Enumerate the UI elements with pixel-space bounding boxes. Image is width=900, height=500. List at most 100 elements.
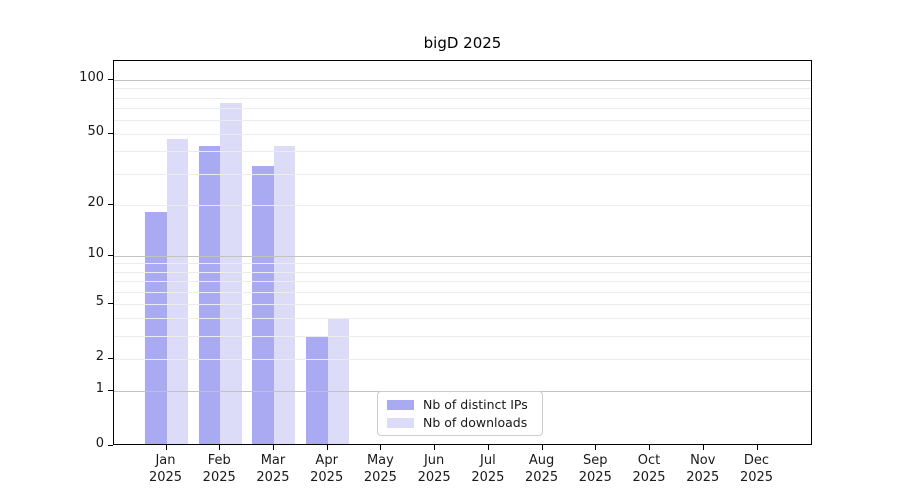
year-label: 2025 [686,470,720,485]
x-tick-mark [649,445,651,450]
year-label: 2025 [202,470,236,485]
legend-swatch-distinct-ips [387,399,414,410]
y-gridline-minor [114,134,811,136]
x-tick-mark [380,445,382,450]
y-axis-tick-label: 1 [95,381,104,397]
legend: Nb of distinct IPs Nb of downloads [377,391,543,436]
x-axis-tick-label: Dec 2025 [725,452,789,486]
x-axis-tick-label: Sep 2025 [563,452,627,486]
y-tick-mark [108,254,113,256]
bar-ips-feb [198,145,221,444]
x-tick-mark [756,445,758,450]
x-axis-tick-label: Apr 2025 [295,452,359,486]
y-axis-tick-label: 5 [95,293,104,309]
x-axis-tick-label: Nov 2025 [671,452,735,486]
x-axis-tick-label: Jul 2025 [456,452,520,486]
x-axis-tick-label: Mar 2025 [241,452,305,486]
month-label: Dec [743,453,770,468]
month-label: May [366,453,394,468]
x-tick-mark [219,445,221,450]
y-tick-mark [108,302,113,304]
legend-swatch-downloads [387,417,414,428]
y-gridline-minor [114,263,811,265]
x-tick-mark [434,445,436,450]
y-gridline-minor [114,291,811,293]
year-label: 2025 [256,470,290,485]
x-axis-tick-label: Aug 2025 [510,452,574,486]
legend-item-distinct-ips: Nb of distinct IPs [387,397,533,412]
x-axis-tick-label: Oct 2025 [617,452,681,486]
year-label: 2025 [632,470,666,485]
y-gridline-minor [114,119,811,121]
x-tick-mark [595,445,597,450]
month-label: Oct [637,453,661,468]
y-gridline-minor [114,336,811,338]
x-axis-tick-label: Feb 2025 [187,452,251,486]
bar-downloads-mar [273,145,296,444]
y-gridline-minor [114,107,811,109]
y-axis-tick-label: 20 [87,194,104,210]
y-axis-tick-label: 10 [87,245,104,261]
bar-downloads-feb [220,102,242,444]
y-axis-tick-label: 2 [95,348,104,364]
year-label: 2025 [471,470,505,485]
bar-ips-apr [306,336,328,444]
month-label: Jul [480,453,496,468]
year-label: 2025 [578,470,612,485]
month-label: Jun [423,453,445,468]
month-label: Apr [315,453,338,468]
x-axis-tick-label: Jan 2025 [134,452,198,486]
month-label: Sep [583,453,608,468]
x-tick-mark [702,445,704,450]
y-tick-mark [108,203,113,205]
y-gridline-minor [114,204,811,206]
bar-downloads-jan [166,138,188,444]
x-tick-mark [541,445,543,450]
year-label: 2025 [525,470,559,485]
y-gridline-minor [114,271,811,273]
y-gridline-major [114,255,811,257]
y-axis-tick-label: 50 [87,124,104,140]
y-gridline-minor [114,358,811,360]
x-axis-tick-label: Jun 2025 [402,452,466,486]
y-tick-mark [108,133,113,135]
chart-title: bigD 2025 [423,34,502,52]
x-tick-mark [272,445,274,450]
y-gridline-minor [114,173,811,175]
year-label: 2025 [363,470,397,485]
bar-ips-jan [145,212,167,444]
month-label: Jan [155,453,176,468]
month-label: Aug [528,453,555,468]
y-gridline-minor [114,281,811,283]
y-axis-tick-label: 0 [95,436,104,451]
y-gridline-major [114,80,811,81]
plot-area [113,60,812,445]
bar-downloads-apr [327,318,350,444]
month-label: Feb [207,453,231,468]
x-tick-mark [165,445,167,450]
legend-label-distinct-ips: Nb of distinct IPs [423,397,528,412]
month-label: Mar [260,453,286,468]
year-label: 2025 [739,470,774,485]
legend-item-downloads: Nb of downloads [387,415,533,430]
x-tick-mark [487,445,489,450]
y-tick-mark [108,357,113,359]
year-label: 2025 [417,470,451,485]
year-label: 2025 [310,470,344,485]
y-gridline-minor [114,318,811,320]
year-label: 2025 [148,470,183,485]
legend-label-downloads: Nb of downloads [423,415,528,430]
y-gridline-minor [114,303,811,305]
x-axis-tick-label: May 2025 [348,452,412,486]
y-axis-tick-label: 100 [79,70,104,85]
y-tick-mark [108,390,113,392]
y-tick-mark [108,445,113,446]
x-tick-mark [326,445,328,450]
y-tick-mark [108,79,113,80]
bar-ips-mar [252,166,274,444]
month-label: Nov [690,453,716,468]
y-gridline-minor [114,97,811,99]
y-gridline-minor [114,88,811,90]
y-gridline-minor [114,151,811,153]
